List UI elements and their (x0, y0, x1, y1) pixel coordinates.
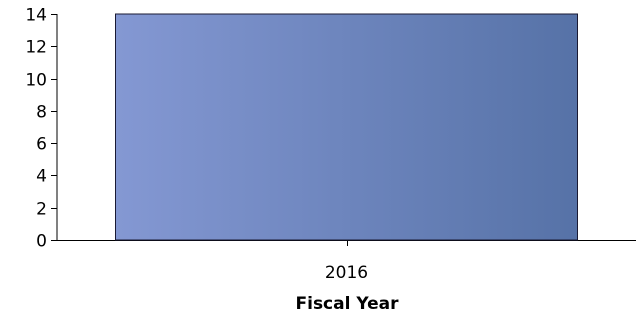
y-tick-label: 14 (25, 6, 47, 26)
y-tick-label: 10 (25, 71, 47, 91)
y-tick-label: 12 (25, 38, 47, 58)
y-axis: 0 2 4 6 8 10 12 14 (25, 6, 58, 252)
y-tick-label: 8 (36, 103, 47, 123)
x-axis: 2016 (57, 240, 636, 283)
x-axis-title: Fiscal Year (296, 294, 400, 314)
bars (115, 13, 578, 241)
y-tick-label: 6 (36, 135, 47, 155)
y-tick-label: 4 (36, 167, 47, 187)
y-tick-label: 2 (36, 200, 47, 220)
x-tick-label: 2016 (325, 263, 368, 283)
bar-2016[interactable] (115, 13, 578, 241)
y-tick-label: 0 (36, 232, 47, 252)
